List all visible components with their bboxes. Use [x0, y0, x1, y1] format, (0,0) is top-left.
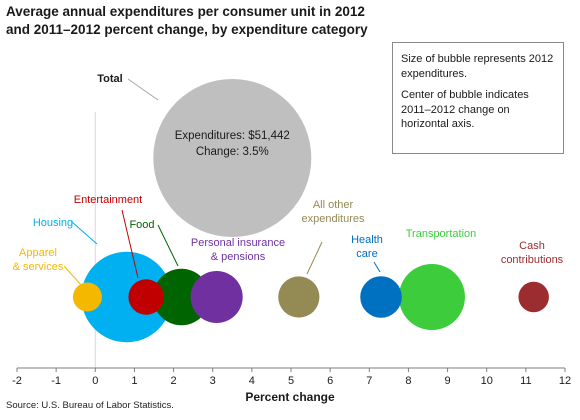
total-change-label: Change: 3.5%: [196, 146, 269, 158]
x-tick-label: 5: [288, 375, 294, 387]
bubble-personal-insurance-pensions: [190, 270, 243, 324]
x-tick-label: 12: [559, 375, 571, 387]
x-axis-label: Percent change: [245, 390, 335, 404]
bubble-center-note: Center of bubble indicates 2011–2012 cha…: [401, 89, 529, 130]
total-expenditures-label: Expenditures: $51,442: [175, 130, 290, 142]
label-all-other-expenditures-line-1: All other: [313, 199, 354, 211]
label-apparel-services-line-2: & services: [13, 261, 64, 273]
x-tick-label: -2: [12, 375, 22, 387]
x-tick-label: 4: [249, 375, 255, 387]
bubble-entertainment: [128, 279, 164, 315]
label-health-care: Health care: [351, 234, 383, 260]
label-entertainment-line-1: Entertainment: [74, 194, 142, 206]
label-transportation-line-1: Transportation: [406, 228, 477, 240]
label-cash-contributions-line-2: contributions: [501, 254, 564, 266]
legend-note-box: Size of bubble represents 2012 expenditu…: [392, 42, 564, 154]
bubble-size-note: Size of bubble represents 2012 expenditu…: [401, 53, 554, 80]
chart-title: Average annual expenditures per consumer…: [6, 4, 368, 37]
x-tick-label: 6: [327, 375, 333, 387]
label-personal-insurance-pensions-line-1: Personal insurance: [191, 237, 285, 249]
label-transportation: Transportation: [406, 228, 477, 240]
x-tick-label: 11: [520, 375, 531, 387]
x-tick-label: 8: [405, 375, 411, 387]
label-entertainment: Entertainment: [74, 194, 142, 206]
x-tick-label: 10: [481, 375, 493, 387]
label-housing-line-1: Housing: [33, 217, 73, 229]
bubble-health-care: [360, 276, 402, 318]
label-personal-insurance-pensions: Personal insurance & pensions: [191, 237, 285, 263]
leader-apparel-services: [63, 265, 83, 287]
leader-all-other-expenditures: [306, 241, 323, 275]
x-tick-label: 3: [210, 375, 216, 387]
bubble-total: [153, 79, 312, 237]
leader-entertainment: [121, 209, 139, 279]
label-apparel-services-line-1: Apparel: [19, 247, 57, 259]
leader-housing: [71, 221, 98, 245]
x-tick-label: 0: [92, 375, 98, 387]
label-all-other-expenditures: All other expenditures: [302, 199, 365, 225]
x-tick-label: -1: [51, 375, 61, 387]
x-tick-label: 7: [366, 375, 372, 387]
label-food-line-1: Food: [129, 219, 154, 231]
leader-health-care: [373, 261, 381, 273]
label-all-other-expenditures-line-2: expenditures: [302, 213, 365, 225]
label-cash-contributions: Cash contributions: [501, 240, 564, 266]
x-tick-label: 9: [445, 375, 451, 387]
bubble-transportation: [398, 263, 465, 331]
label-health-care-line-1: Health: [351, 234, 383, 246]
x-tick-label: 1: [131, 375, 137, 387]
bubble-all-other-expenditures: [278, 276, 320, 318]
label-cash-contributions-line-1: Cash: [519, 240, 545, 252]
source-note: Source: U.S. Bureau of Labor Statistics.: [6, 400, 174, 411]
bubble-cash-contributions: [518, 281, 549, 313]
label-health-care-line-2: care: [356, 248, 377, 260]
label-food: Food: [129, 219, 154, 231]
label-apparel-services: Apparel & services: [13, 247, 64, 273]
label-total: Total: [97, 73, 122, 85]
bubble-housing: [81, 251, 172, 343]
label-personal-insurance-pensions-line-2: & pensions: [211, 251, 266, 263]
leader-total: [127, 78, 159, 101]
label-housing: Housing: [33, 217, 73, 229]
leader-food: [157, 224, 179, 267]
x-tick-label: 2: [171, 375, 177, 387]
bubble-apparel-services: [72, 282, 102, 312]
